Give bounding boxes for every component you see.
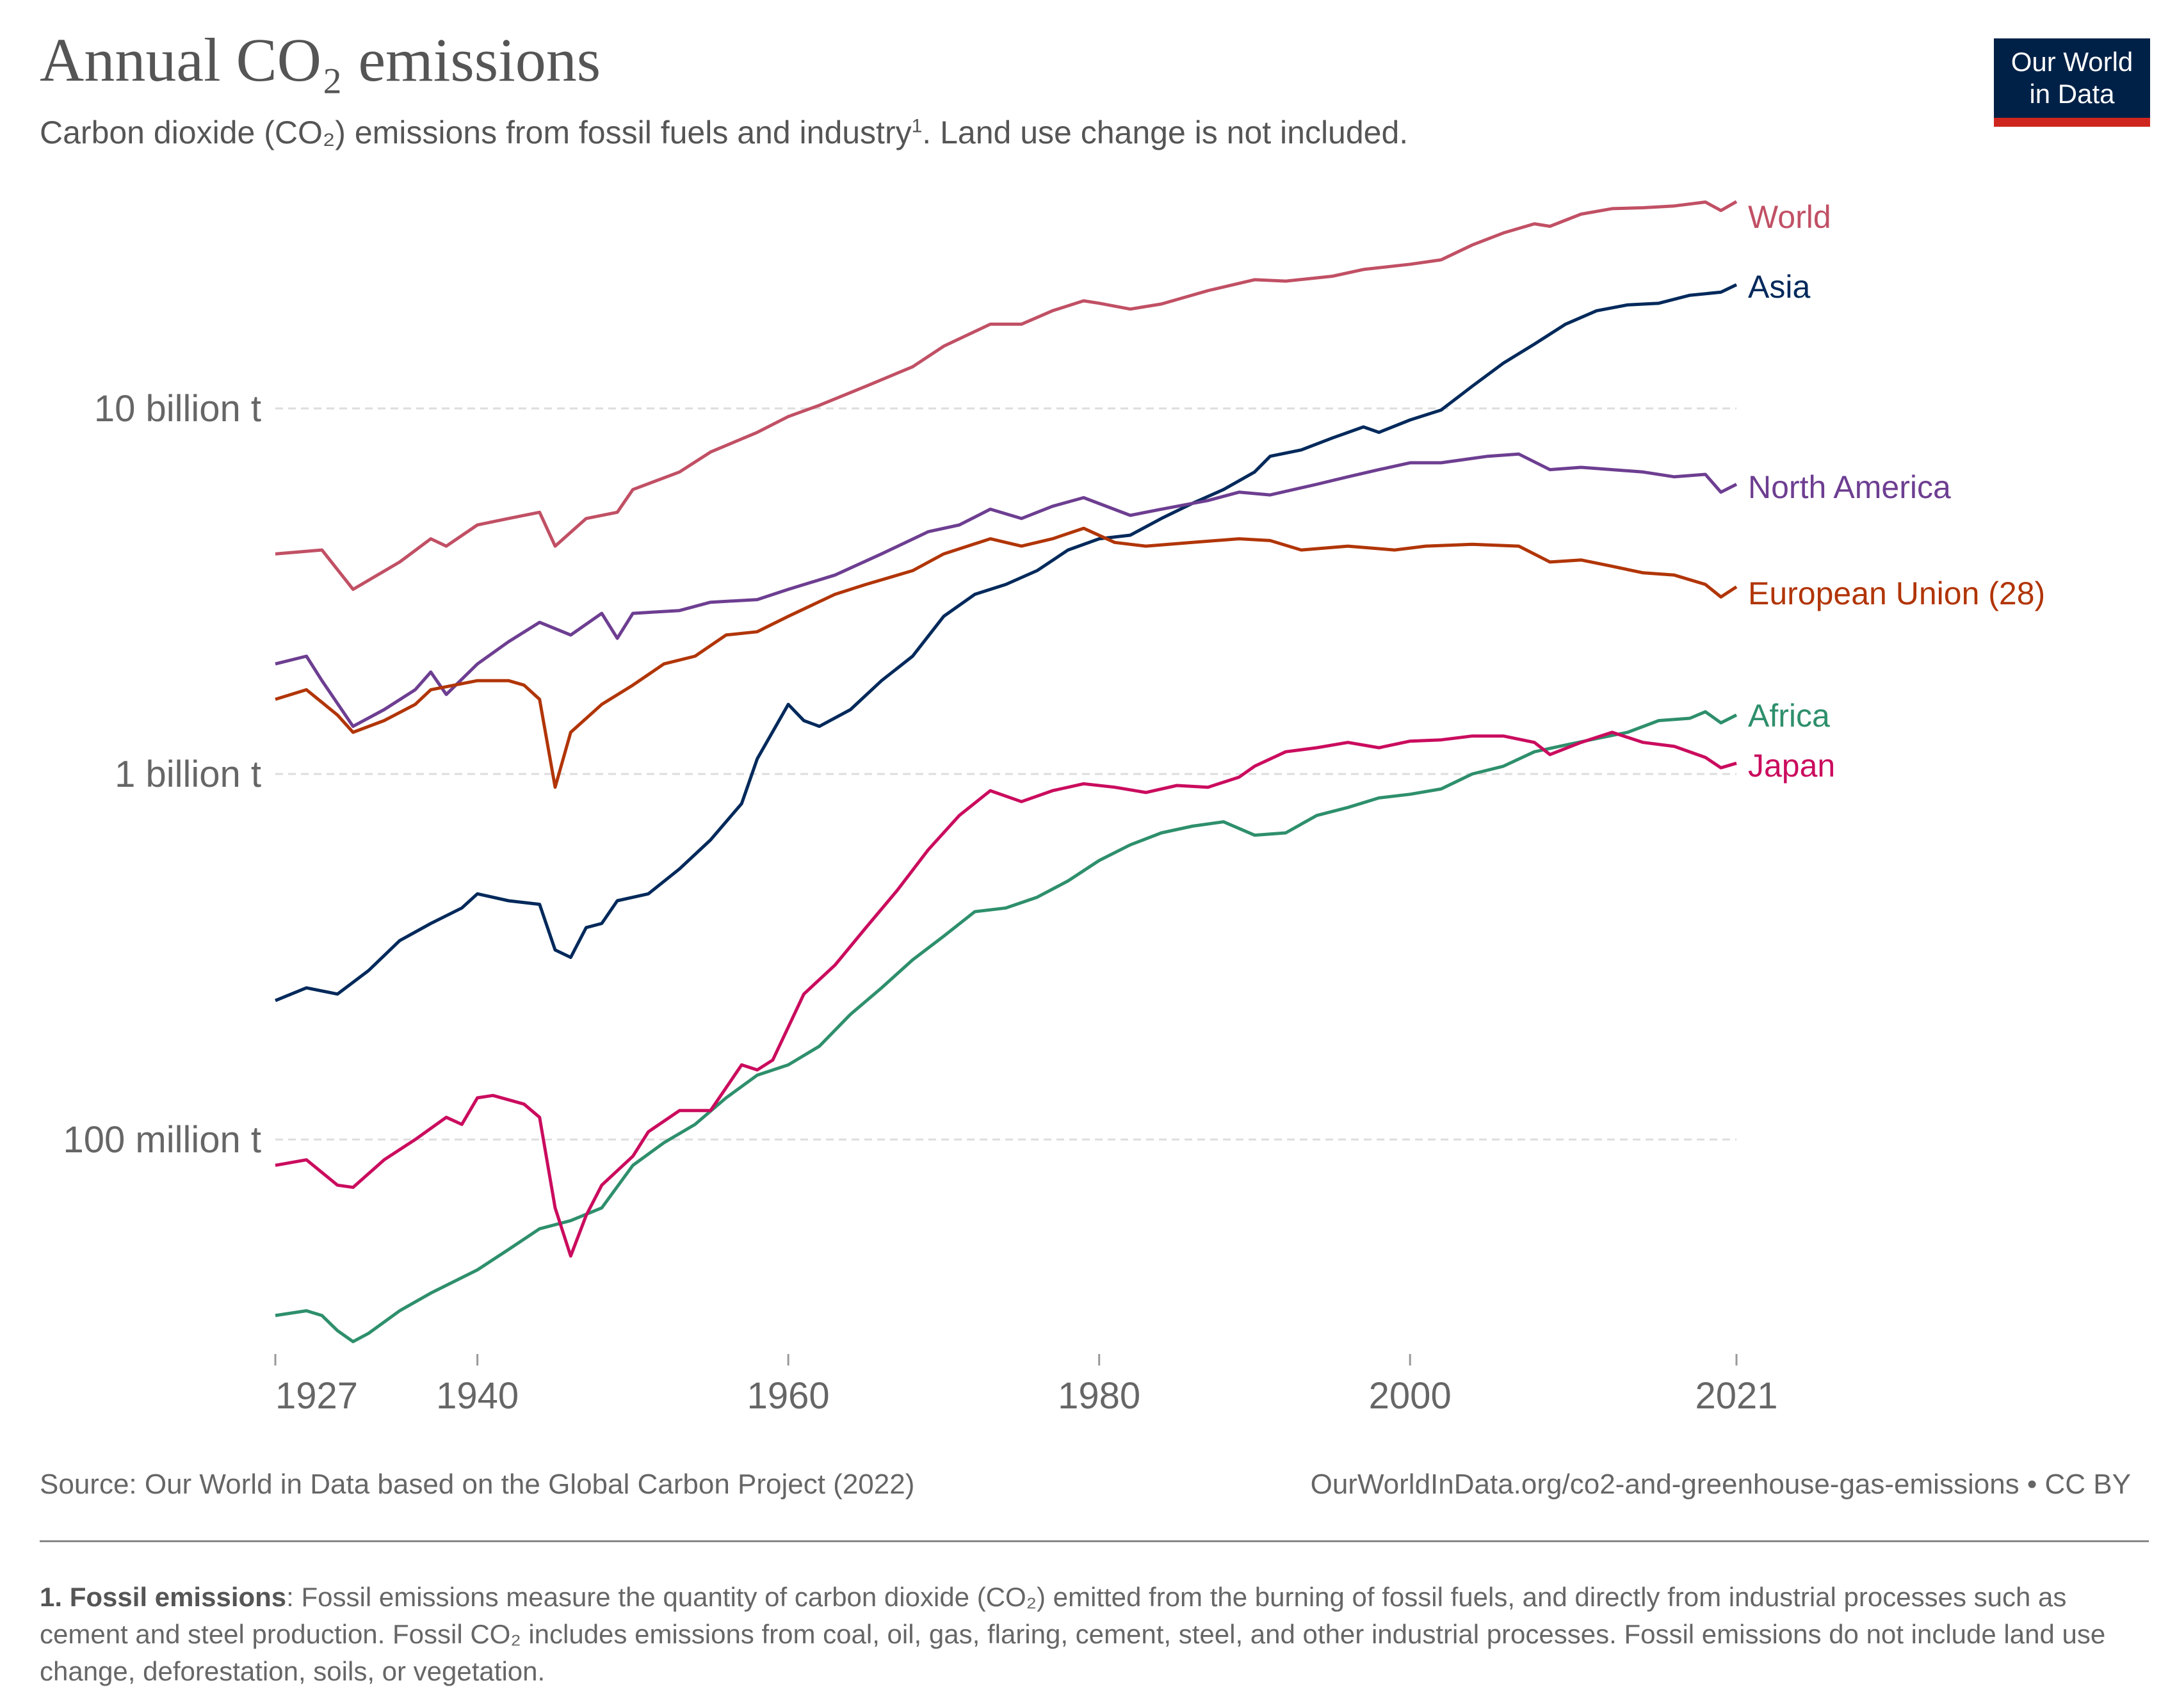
subtitle-end: . Land use change is not included. — [922, 115, 1409, 150]
axes: 100 million t 1 billion t 10 billion t 1927… — [63, 388, 1778, 1417]
x-tick-label: 1980 — [1058, 1375, 1140, 1417]
y-tick-label: 100 million t — [63, 1119, 261, 1161]
series-line-africa[interactable] — [275, 710, 1738, 1344]
logo-line-2: in Data — [2029, 79, 2115, 109]
line-chart: 100 million t 1 billion t 10 billion t 1927… — [63, 199, 2046, 1417]
series-label: European Union (28) — [1748, 576, 2045, 611]
series-line-north-america[interactable] — [275, 452, 1738, 729]
owid-logo[interactable]: Our World in Data — [1994, 38, 2150, 127]
x-tick-label: 2021 — [1695, 1375, 1777, 1417]
gridlines — [275, 407, 1736, 1141]
series-line-world[interactable] — [275, 200, 1738, 592]
chart-title: Annual CO₂ emissions — [40, 26, 601, 94]
series-line-asia[interactable] — [275, 283, 1738, 1003]
footnote-label: 1. Fossil emissions — [40, 1582, 287, 1612]
source-text: Source: Our World in Data based on the G… — [40, 1469, 915, 1500]
series-label: Africa — [1748, 698, 1830, 734]
series-line-european-union-28[interactable] — [275, 526, 1738, 789]
x-tick-label: 2000 — [1369, 1375, 1452, 1417]
series-label: Asia — [1748, 269, 1810, 305]
chart-subtitle: Carbon dioxide (CO₂) emissions from foss… — [40, 114, 1408, 151]
y-tick-label: 10 billion t — [94, 388, 261, 430]
footnote-text: : Fossil emissions measure the quantity … — [40, 1582, 2106, 1686]
source-url[interactable]: OurWorldInData.org/co2-and-greenhouse-ga… — [1310, 1469, 2131, 1500]
y-tick-label: 1 billion t — [115, 753, 261, 795]
footnote-marker: 1 — [911, 115, 923, 137]
x-tick-label: 1927 — [275, 1375, 358, 1417]
footnote: 1. Fossil emissions: Fossil emissions me… — [40, 1579, 2121, 1690]
series-lines — [275, 200, 1738, 1344]
series-label: World — [1748, 199, 1831, 235]
footer-divider — [40, 1540, 2149, 1542]
series-line-japan[interactable] — [275, 730, 1737, 1258]
x-tick-label: 1940 — [436, 1375, 519, 1417]
subtitle-main: Carbon dioxide (CO₂) emissions from foss… — [40, 115, 912, 150]
x-tick-label: 1960 — [747, 1375, 830, 1417]
series-label: Japan — [1748, 748, 1835, 784]
logo-line-1: Our World — [2011, 47, 2133, 77]
series-labels: World Asia North America European Union (28… — [1748, 199, 2045, 784]
series-label: North America — [1748, 469, 1951, 505]
